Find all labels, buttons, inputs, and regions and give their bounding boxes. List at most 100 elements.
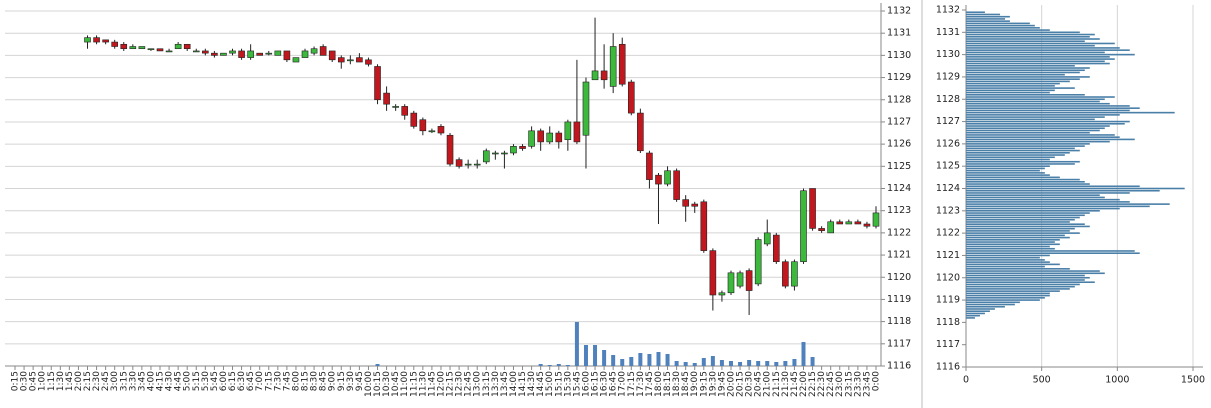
x-tick-label: 11:00 [400, 371, 410, 397]
x-tick-label: 19:45 [717, 371, 727, 397]
profile-bar [966, 29, 1050, 31]
y-tick-label: 1118 [887, 316, 911, 327]
candle-body [165, 50, 173, 53]
x-tick-label: 1:00 [38, 371, 48, 391]
x-tick-label: 1:15 [47, 371, 57, 391]
candle-body [84, 37, 91, 43]
x-tick-label: 16:30 [600, 371, 610, 397]
volume-bar [719, 360, 724, 366]
x-tick-label: 3:30 [128, 371, 138, 391]
volume-bar [728, 361, 733, 366]
x-tick-label: 1:45 [65, 371, 75, 391]
candle-body [464, 163, 472, 166]
profile-bar [966, 241, 1055, 243]
candle-body [265, 52, 273, 55]
candle-body [791, 261, 798, 287]
x-tick-label: 16:15 [591, 371, 601, 397]
profile-bar [966, 256, 1040, 259]
x-tick-label: 6:15 [228, 371, 238, 391]
x-tick-label: 14:30 [527, 371, 537, 397]
profile-bar [966, 223, 1085, 225]
x-tick-label: 18:30 [672, 371, 682, 397]
profile-bar [966, 158, 1050, 161]
candle-body [401, 106, 409, 116]
candle-body [301, 50, 309, 58]
volume-bar [683, 362, 688, 366]
profile-bar [966, 149, 1080, 152]
profile-bar [966, 136, 1120, 138]
profile-bar [966, 301, 1020, 304]
profile-bar [966, 205, 1150, 208]
profile-bar [966, 232, 1080, 234]
y-tick-label: 1128 [936, 94, 960, 105]
volume-bar [692, 363, 697, 366]
candle-body [156, 48, 164, 52]
profile-bar [966, 261, 1050, 263]
profile-bar [966, 67, 1090, 69]
profile-bar [966, 147, 1075, 150]
x-tick-label: 15:15 [554, 371, 564, 397]
profile-bar [966, 292, 1050, 295]
volume-bar [647, 354, 652, 366]
candle-body [374, 66, 381, 101]
x-tick-label: 9:30 [346, 371, 356, 391]
x-tick-label: 6:00 [219, 371, 229, 391]
x-tick-label: 2:15 [83, 371, 93, 391]
x-tick-label: 6:30 [237, 371, 247, 391]
y-tick-label: 1125 [936, 161, 960, 172]
profile-bar [966, 116, 1105, 118]
profile-bar [966, 96, 1115, 98]
y-tick-label: 1121 [887, 250, 911, 261]
profile-bar [966, 234, 1065, 237]
candle-body [202, 50, 209, 54]
volume-bar [774, 362, 779, 366]
y-tick-label: 1129 [936, 71, 960, 82]
profile-bar [966, 183, 1090, 185]
candle-body [582, 81, 590, 136]
profile-bar [966, 218, 1075, 221]
x-tick-label: 11:45 [427, 371, 437, 397]
candle-body [247, 50, 254, 58]
x-tick-label: 7:30 [273, 371, 283, 391]
x-tick-label: 10:30 [382, 371, 392, 397]
profile-bar [966, 15, 1010, 18]
candle-body [93, 37, 100, 43]
profile-bar [966, 18, 1006, 20]
x-tick-label: 13:15 [482, 371, 492, 397]
y-tick-label: 1117 [887, 338, 911, 349]
x-tick-label: 21:30 [781, 371, 791, 397]
profile-bar [966, 20, 1010, 22]
y-tick-label: 1122 [936, 228, 960, 239]
profile-bar [966, 89, 1055, 92]
candle-body [274, 50, 282, 56]
x-tick-label: 0:15 [11, 371, 21, 391]
x-tick-label: 15:45 [572, 371, 582, 397]
candle-body [591, 70, 599, 81]
volume-bar [747, 360, 752, 366]
profile-bar [966, 216, 1080, 219]
profile-bar [966, 279, 1085, 281]
candle-body [211, 52, 218, 56]
x-tick-label: 1000 [1105, 375, 1129, 386]
x-tick-label: 11:15 [409, 371, 419, 397]
y-tick-label: 1123 [887, 205, 911, 216]
candle-body [392, 106, 399, 108]
x-tick-label: 19:00 [690, 371, 700, 397]
profile-bar [966, 221, 1070, 223]
x-tick-label: 20:00 [726, 371, 736, 397]
profile-bar [966, 38, 1100, 40]
volume-bar [375, 364, 380, 366]
x-tick-label: 17:15 [627, 371, 637, 397]
y-tick-label: 1123 [936, 205, 960, 216]
candle-body [845, 221, 853, 225]
x-tick-label: 22:00 [799, 371, 809, 397]
y-tick-label: 1117 [936, 339, 960, 350]
profile-bar [966, 297, 1045, 299]
y-tick-label: 1122 [887, 227, 911, 238]
x-tick-label: 8:00 [291, 371, 301, 391]
profile-bar [966, 265, 1045, 268]
volume-bar [565, 365, 570, 366]
profile-bar [966, 274, 1085, 277]
profile-bar [966, 87, 1075, 89]
x-tick-label: 9:45 [355, 371, 365, 391]
